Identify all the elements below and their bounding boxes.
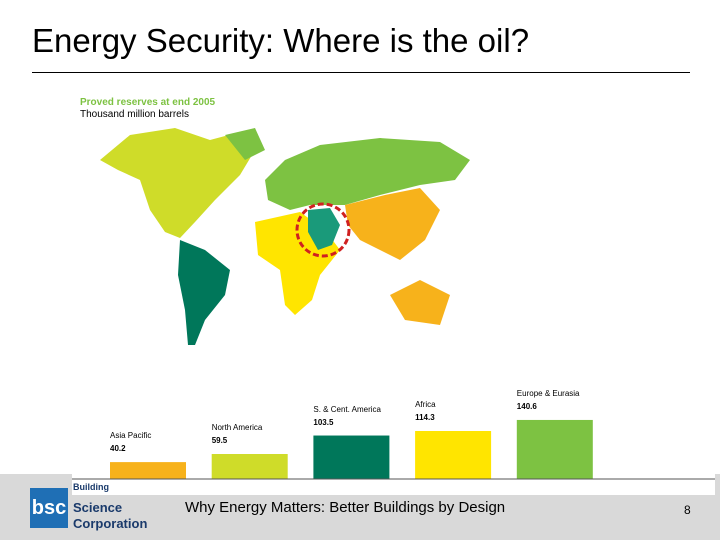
value-label: 40.2 — [110, 444, 126, 454]
bar-0 — [110, 462, 186, 479]
value-label: 140.6 — [516, 401, 537, 411]
footer-text: Why Energy Matters: Better Buildings by … — [185, 499, 506, 516]
page-number: 8 — [684, 503, 691, 517]
map-asia-pacific — [345, 188, 450, 325]
category-label: S. & Cent. America — [313, 404, 381, 414]
logo-mark: bsc — [30, 488, 68, 528]
middle-east-highlight — [295, 202, 351, 258]
map-south-america — [178, 240, 230, 345]
chart-title: Proved reserves at end 2005 — [80, 97, 216, 108]
category-label: Asia Pacific — [110, 431, 152, 441]
map-europe-eurasia — [265, 138, 470, 210]
chart-subtitle: Thousand million barrels — [80, 109, 189, 120]
bar-4 — [516, 419, 593, 479]
slide-title: Energy Security: Where is the oil? — [32, 22, 530, 59]
bsc-logo: bsc Building Science Corporation — [30, 482, 150, 534]
logo-line3: Corporation — [73, 516, 148, 531]
category-label: Europe & Eurasia — [516, 388, 580, 398]
bar-2 — [313, 435, 390, 479]
value-label: 114.3 — [415, 412, 435, 422]
bar-1 — [211, 454, 288, 479]
map-middle-east — [308, 208, 340, 250]
category-label: Africa — [415, 399, 436, 409]
bar-chart — [110, 419, 593, 479]
logo-line2: Science — [73, 500, 123, 515]
title-divider — [32, 72, 690, 73]
category-label: North America — [211, 423, 263, 432]
value-label: 103.5 — [313, 417, 334, 427]
bar-3 — [415, 430, 492, 479]
logo-line1: Building — [73, 482, 109, 492]
map-north-america — [100, 128, 265, 238]
value-label: 59.5 — [211, 436, 228, 445]
